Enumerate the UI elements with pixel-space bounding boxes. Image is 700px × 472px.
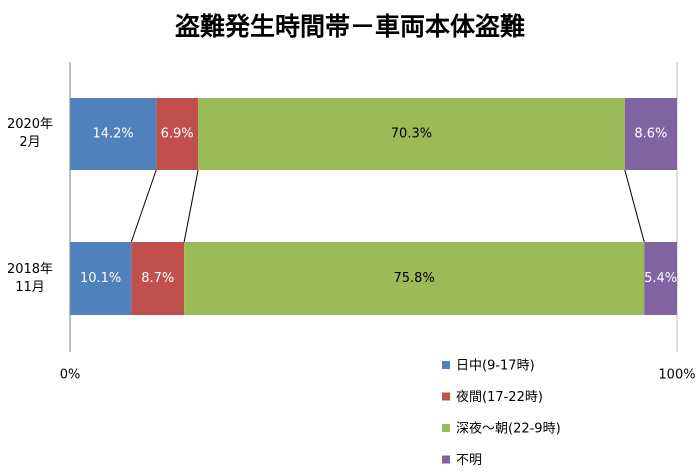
- legend-swatch: [442, 455, 450, 464]
- value-label: 10.1%: [80, 271, 121, 286]
- x-tick-label: 100%: [658, 368, 695, 383]
- legend-label: 夜間(17-22時): [456, 390, 543, 405]
- bar-segment: [644, 242, 677, 315]
- legend-swatch: [442, 361, 450, 369]
- bar-segment: [70, 98, 157, 170]
- category-label: 2020年 2月: [6, 117, 54, 150]
- value-label: 70.3%: [391, 127, 432, 142]
- legend-label: 日中(9-17時): [456, 359, 535, 374]
- series-line: [183, 169, 199, 243]
- legend-label: 深夜～朝(22-9時): [456, 422, 561, 437]
- bar-segment: [184, 242, 645, 315]
- series-line: [624, 169, 645, 243]
- bar-segment: [156, 98, 199, 170]
- bar-segment: [131, 242, 185, 315]
- value-label: 14.2%: [92, 127, 133, 142]
- value-label: 6.9%: [161, 127, 194, 142]
- bar-segment: [70, 242, 132, 315]
- bar-segment: [198, 98, 625, 170]
- x-tick-label: 0%: [60, 368, 81, 383]
- legend-label: 不明: [456, 453, 482, 468]
- chart-title: 盗難発生時間帯－車両本体盗難: [175, 12, 525, 41]
- value-label: 8.6%: [634, 127, 667, 142]
- value-label: 75.8%: [394, 271, 435, 286]
- legend-swatch: [442, 392, 450, 401]
- series-line: [130, 169, 157, 243]
- bar-segment: [624, 98, 677, 170]
- value-label: 8.7%: [141, 271, 174, 286]
- legend-swatch: [442, 424, 450, 432]
- category-label: 2018年 11月: [6, 261, 54, 295]
- value-label: 5.4%: [644, 271, 677, 286]
